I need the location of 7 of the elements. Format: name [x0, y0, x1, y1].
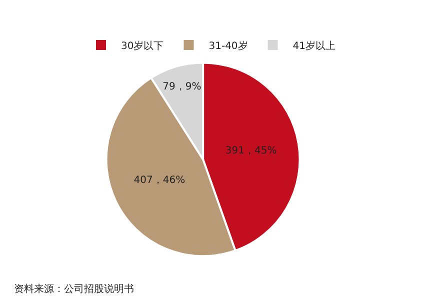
text: 资料来源：公司招股说明书	[14, 283, 134, 295]
legend-label: 41岁以上	[292, 40, 336, 52]
legend-label: 31-40岁	[208, 40, 248, 52]
data-label: 79，9%	[162, 81, 202, 92]
data-label: 391，45%	[225, 146, 277, 157]
legend-label: 30岁以下	[121, 40, 164, 52]
data-label: 407，46%	[134, 175, 186, 186]
